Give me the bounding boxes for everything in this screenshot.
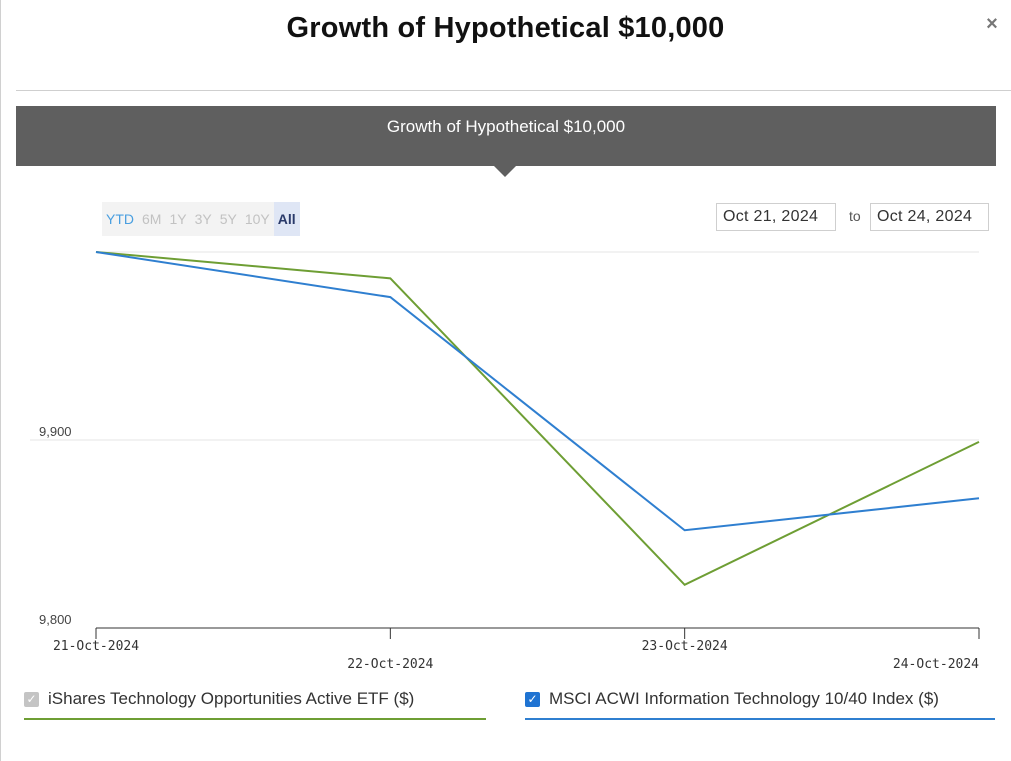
range-5y-button[interactable]: 5Y: [219, 211, 237, 227]
range-6m-button[interactable]: 6M: [142, 211, 162, 227]
range-selector: YTD 6M 1Y 3Y 5Y 10Y All: [102, 202, 300, 236]
chart-header-banner: Growth of Hypothetical $10,000: [16, 106, 996, 166]
range-ytd-button[interactable]: YTD: [106, 211, 134, 227]
range-3y-button[interactable]: 3Y: [194, 211, 212, 227]
x-tick-label: 22-Oct-2024: [347, 657, 433, 672]
line-chart: 9,800 9,900 21-Oct-2024 22-Oct-2024 23-Oct-2…: [30, 251, 980, 672]
modal-left-border: [0, 0, 1, 761]
modal-title: Growth of Hypothetical $10,000: [286, 12, 725, 44]
close-icon[interactable]: ×: [986, 13, 998, 35]
date-from-input[interactable]: Oct 21, 2024: [716, 203, 836, 231]
range-all-button[interactable]: All: [273, 202, 300, 236]
checkbox-checked-icon[interactable]: ✓: [525, 692, 540, 707]
range-1y-button[interactable]: 1Y: [169, 211, 187, 227]
legend-item-etf[interactable]: ✓ iShares Technology Opportunities Activ…: [24, 684, 486, 720]
date-range-separator: to: [849, 208, 861, 224]
title-divider: [16, 90, 1011, 91]
series-line-index: [95, 251, 980, 532]
y-tick-label: 9,800: [39, 612, 72, 627]
series-line-etf: [95, 251, 980, 586]
date-to-input[interactable]: Oct 24, 2024: [870, 203, 989, 231]
range-10y-button[interactable]: 10Y: [244, 211, 270, 227]
legend-label-index: MSCI ACWI Information Technology 10/40 I…: [549, 689, 939, 708]
banner-pointer-icon: [494, 166, 516, 177]
legend-label-etf: iShares Technology Opportunities Active …: [48, 689, 415, 708]
y-tick-label: 9,900: [39, 424, 72, 439]
legend-item-index[interactable]: ✓ MSCI ACWI Information Technology 10/40…: [525, 684, 995, 720]
x-tick-label: 23-Oct-2024: [642, 639, 728, 654]
x-tick-label: 21-Oct-2024: [53, 639, 139, 654]
x-tick-label: 24-Oct-2024: [893, 657, 979, 672]
checkbox-checked-icon[interactable]: ✓: [24, 692, 39, 707]
